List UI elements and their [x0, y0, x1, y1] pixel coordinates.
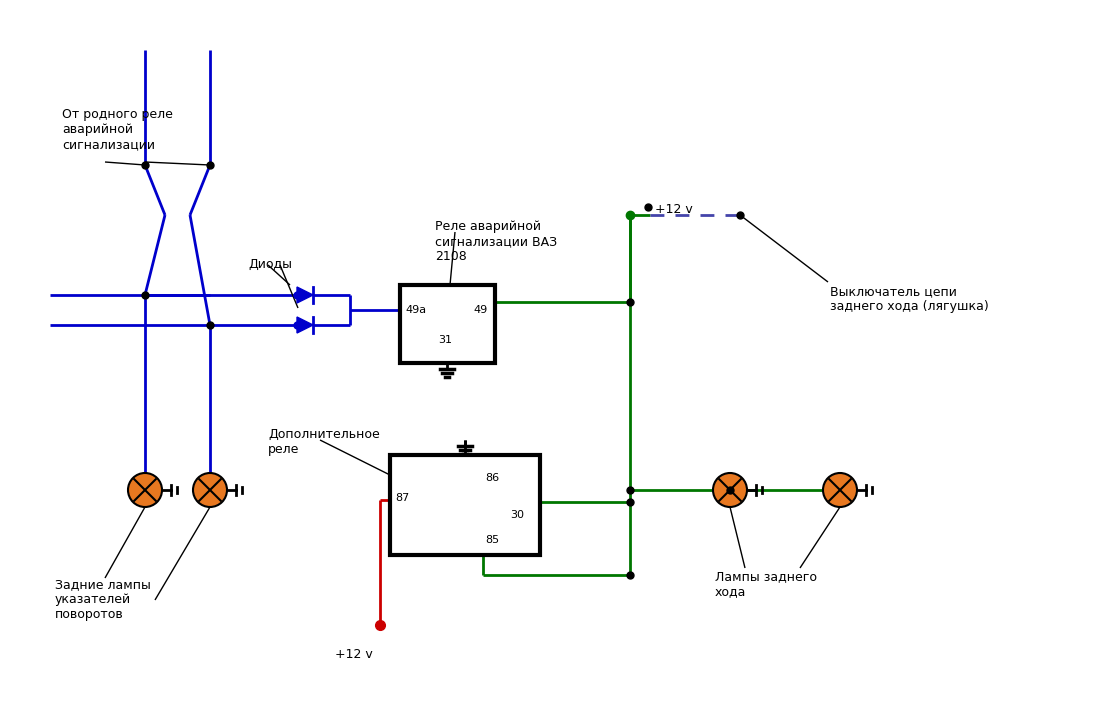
Text: 85: 85 — [485, 535, 499, 545]
Circle shape — [713, 473, 747, 507]
Bar — [389, 455, 540, 555]
Text: 86: 86 — [485, 473, 499, 483]
Text: От родного реле
аварийной
сигнализации: От родного реле аварийной сигнализации — [62, 108, 173, 151]
Text: Задние лампы
указателей
поворотов: Задние лампы указателей поворотов — [55, 578, 151, 621]
Circle shape — [193, 473, 226, 507]
Text: 30: 30 — [510, 510, 524, 520]
Circle shape — [128, 473, 162, 507]
Bar — [400, 285, 494, 363]
Circle shape — [823, 473, 857, 507]
Text: 49a: 49a — [405, 305, 427, 315]
Text: +12 v: +12 v — [335, 648, 373, 661]
Text: Выключатель цепи
заднего хода (лягушка): Выключатель цепи заднего хода (лягушка) — [830, 285, 989, 313]
Polygon shape — [296, 317, 313, 333]
Text: +12 v: +12 v — [655, 203, 693, 216]
Text: Диоды: Диоды — [248, 258, 292, 271]
Polygon shape — [296, 287, 313, 303]
Text: 31: 31 — [438, 335, 452, 345]
Text: Дополнительное
реле: Дополнительное реле — [268, 428, 380, 456]
Text: Реле аварийной
сигнализации ВАЗ
2108: Реле аварийной сигнализации ВАЗ 2108 — [435, 220, 557, 263]
Text: Лампы заднего
хода: Лампы заднего хода — [715, 570, 817, 598]
Text: 49: 49 — [473, 305, 487, 315]
Text: 87: 87 — [395, 493, 409, 503]
